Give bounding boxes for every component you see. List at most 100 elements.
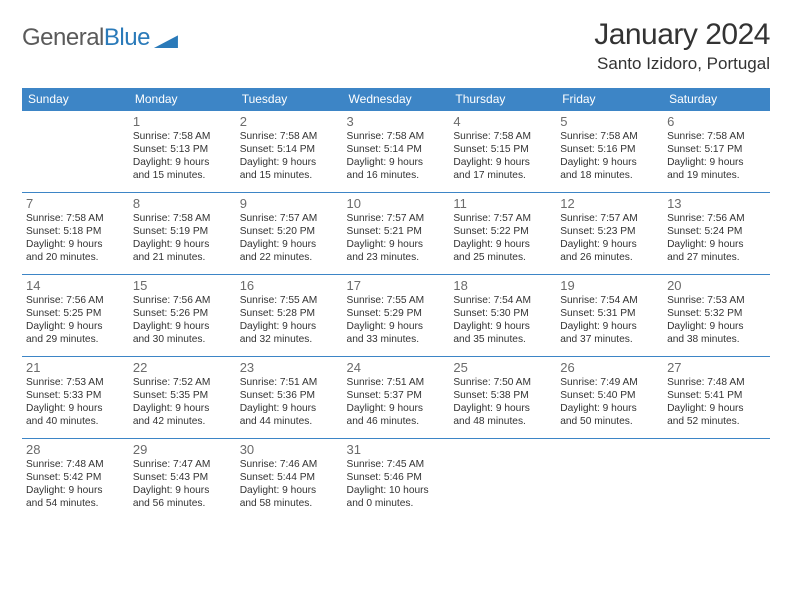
logo: GeneralBlue xyxy=(22,18,178,52)
calendar-day-cell: 9Sunrise: 7:57 AMSunset: 5:20 PMDaylight… xyxy=(236,193,343,275)
calendar-day-cell xyxy=(22,111,129,193)
calendar-day-cell: 17Sunrise: 7:55 AMSunset: 5:29 PMDayligh… xyxy=(343,275,450,357)
day-number: 14 xyxy=(26,278,125,293)
calendar-day-cell: 3Sunrise: 7:58 AMSunset: 5:14 PMDaylight… xyxy=(343,111,450,193)
weekday-header: Sunday xyxy=(22,88,129,111)
day-sun-info: Sunrise: 7:58 AMSunset: 5:17 PMDaylight:… xyxy=(667,130,766,182)
calendar-day-cell: 30Sunrise: 7:46 AMSunset: 5:44 PMDayligh… xyxy=(236,439,343,521)
calendar-week-row: 28Sunrise: 7:48 AMSunset: 5:42 PMDayligh… xyxy=(22,439,770,521)
calendar-day-cell: 25Sunrise: 7:50 AMSunset: 5:38 PMDayligh… xyxy=(449,357,556,439)
calendar-day-cell: 6Sunrise: 7:58 AMSunset: 5:17 PMDaylight… xyxy=(663,111,770,193)
day-sun-info: Sunrise: 7:57 AMSunset: 5:23 PMDaylight:… xyxy=(560,212,659,264)
day-sun-info: Sunrise: 7:54 AMSunset: 5:31 PMDaylight:… xyxy=(560,294,659,346)
calendar-day-cell: 11Sunrise: 7:57 AMSunset: 5:22 PMDayligh… xyxy=(449,193,556,275)
day-sun-info: Sunrise: 7:58 AMSunset: 5:16 PMDaylight:… xyxy=(560,130,659,182)
calendar-day-cell: 16Sunrise: 7:55 AMSunset: 5:28 PMDayligh… xyxy=(236,275,343,357)
calendar-day-cell: 7Sunrise: 7:58 AMSunset: 5:18 PMDaylight… xyxy=(22,193,129,275)
logo-triangle-icon xyxy=(154,30,178,48)
day-sun-info: Sunrise: 7:57 AMSunset: 5:20 PMDaylight:… xyxy=(240,212,339,264)
calendar-header-row: SundayMondayTuesdayWednesdayThursdayFrid… xyxy=(22,88,770,111)
day-number: 10 xyxy=(347,196,446,211)
calendar-day-cell: 29Sunrise: 7:47 AMSunset: 5:43 PMDayligh… xyxy=(129,439,236,521)
day-number: 16 xyxy=(240,278,339,293)
day-number: 2 xyxy=(240,114,339,129)
day-sun-info: Sunrise: 7:56 AMSunset: 5:25 PMDaylight:… xyxy=(26,294,125,346)
day-number: 4 xyxy=(453,114,552,129)
day-sun-info: Sunrise: 7:56 AMSunset: 5:24 PMDaylight:… xyxy=(667,212,766,264)
day-sun-info: Sunrise: 7:46 AMSunset: 5:44 PMDaylight:… xyxy=(240,458,339,510)
calendar-week-row: 7Sunrise: 7:58 AMSunset: 5:18 PMDaylight… xyxy=(22,193,770,275)
weekday-header: Wednesday xyxy=(343,88,450,111)
day-number: 17 xyxy=(347,278,446,293)
calendar-week-row: 1Sunrise: 7:58 AMSunset: 5:13 PMDaylight… xyxy=(22,111,770,193)
calendar-day-cell: 13Sunrise: 7:56 AMSunset: 5:24 PMDayligh… xyxy=(663,193,770,275)
calendar-body: 1Sunrise: 7:58 AMSunset: 5:13 PMDaylight… xyxy=(22,111,770,521)
title-block: January 2024 Santo Izidoro, Portugal xyxy=(594,18,770,74)
day-number: 23 xyxy=(240,360,339,375)
day-sun-info: Sunrise: 7:52 AMSunset: 5:35 PMDaylight:… xyxy=(133,376,232,428)
day-sun-info: Sunrise: 7:48 AMSunset: 5:41 PMDaylight:… xyxy=(667,376,766,428)
day-sun-info: Sunrise: 7:58 AMSunset: 5:18 PMDaylight:… xyxy=(26,212,125,264)
weekday-header: Monday xyxy=(129,88,236,111)
calendar-day-cell: 26Sunrise: 7:49 AMSunset: 5:40 PMDayligh… xyxy=(556,357,663,439)
header-area: GeneralBlue January 2024 Santo Izidoro, … xyxy=(22,18,770,74)
calendar-day-cell: 21Sunrise: 7:53 AMSunset: 5:33 PMDayligh… xyxy=(22,357,129,439)
day-number: 31 xyxy=(347,442,446,457)
weekday-header: Tuesday xyxy=(236,88,343,111)
calendar-week-row: 21Sunrise: 7:53 AMSunset: 5:33 PMDayligh… xyxy=(22,357,770,439)
calendar-day-cell xyxy=(556,439,663,521)
day-sun-info: Sunrise: 7:48 AMSunset: 5:42 PMDaylight:… xyxy=(26,458,125,510)
day-sun-info: Sunrise: 7:55 AMSunset: 5:28 PMDaylight:… xyxy=(240,294,339,346)
day-number: 20 xyxy=(667,278,766,293)
calendar-day-cell: 23Sunrise: 7:51 AMSunset: 5:36 PMDayligh… xyxy=(236,357,343,439)
weekday-header: Friday xyxy=(556,88,663,111)
weekday-header: Saturday xyxy=(663,88,770,111)
calendar-day-cell: 4Sunrise: 7:58 AMSunset: 5:15 PMDaylight… xyxy=(449,111,556,193)
day-sun-info: Sunrise: 7:58 AMSunset: 5:13 PMDaylight:… xyxy=(133,130,232,182)
day-number: 24 xyxy=(347,360,446,375)
calendar-day-cell: 27Sunrise: 7:48 AMSunset: 5:41 PMDayligh… xyxy=(663,357,770,439)
weekday-header: Thursday xyxy=(449,88,556,111)
day-number: 15 xyxy=(133,278,232,293)
day-number: 18 xyxy=(453,278,552,293)
day-number: 21 xyxy=(26,360,125,375)
month-title: January 2024 xyxy=(594,18,770,52)
calendar-day-cell: 10Sunrise: 7:57 AMSunset: 5:21 PMDayligh… xyxy=(343,193,450,275)
day-sun-info: Sunrise: 7:53 AMSunset: 5:33 PMDaylight:… xyxy=(26,376,125,428)
day-number: 12 xyxy=(560,196,659,211)
day-number: 9 xyxy=(240,196,339,211)
logo-word-general: General xyxy=(22,24,104,51)
day-number: 26 xyxy=(560,360,659,375)
calendar-day-cell: 2Sunrise: 7:58 AMSunset: 5:14 PMDaylight… xyxy=(236,111,343,193)
logo-text: GeneralBlue xyxy=(22,24,150,52)
calendar-day-cell: 18Sunrise: 7:54 AMSunset: 5:30 PMDayligh… xyxy=(449,275,556,357)
calendar-day-cell: 1Sunrise: 7:58 AMSunset: 5:13 PMDaylight… xyxy=(129,111,236,193)
day-number: 6 xyxy=(667,114,766,129)
day-sun-info: Sunrise: 7:49 AMSunset: 5:40 PMDaylight:… xyxy=(560,376,659,428)
day-sun-info: Sunrise: 7:55 AMSunset: 5:29 PMDaylight:… xyxy=(347,294,446,346)
calendar-week-row: 14Sunrise: 7:56 AMSunset: 5:25 PMDayligh… xyxy=(22,275,770,357)
calendar-day-cell: 24Sunrise: 7:51 AMSunset: 5:37 PMDayligh… xyxy=(343,357,450,439)
calendar-day-cell: 28Sunrise: 7:48 AMSunset: 5:42 PMDayligh… xyxy=(22,439,129,521)
day-sun-info: Sunrise: 7:58 AMSunset: 5:14 PMDaylight:… xyxy=(240,130,339,182)
calendar-day-cell: 5Sunrise: 7:58 AMSunset: 5:16 PMDaylight… xyxy=(556,111,663,193)
day-number: 28 xyxy=(26,442,125,457)
day-sun-info: Sunrise: 7:57 AMSunset: 5:22 PMDaylight:… xyxy=(453,212,552,264)
day-number: 30 xyxy=(240,442,339,457)
calendar-day-cell: 14Sunrise: 7:56 AMSunset: 5:25 PMDayligh… xyxy=(22,275,129,357)
day-number: 27 xyxy=(667,360,766,375)
day-number: 29 xyxy=(133,442,232,457)
day-sun-info: Sunrise: 7:58 AMSunset: 5:14 PMDaylight:… xyxy=(347,130,446,182)
day-sun-info: Sunrise: 7:56 AMSunset: 5:26 PMDaylight:… xyxy=(133,294,232,346)
calendar-day-cell: 31Sunrise: 7:45 AMSunset: 5:46 PMDayligh… xyxy=(343,439,450,521)
day-sun-info: Sunrise: 7:53 AMSunset: 5:32 PMDaylight:… xyxy=(667,294,766,346)
calendar-day-cell: 20Sunrise: 7:53 AMSunset: 5:32 PMDayligh… xyxy=(663,275,770,357)
day-sun-info: Sunrise: 7:57 AMSunset: 5:21 PMDaylight:… xyxy=(347,212,446,264)
day-number: 7 xyxy=(26,196,125,211)
day-sun-info: Sunrise: 7:58 AMSunset: 5:19 PMDaylight:… xyxy=(133,212,232,264)
calendar-day-cell xyxy=(663,439,770,521)
day-sun-info: Sunrise: 7:51 AMSunset: 5:36 PMDaylight:… xyxy=(240,376,339,428)
day-number: 11 xyxy=(453,196,552,211)
day-number: 1 xyxy=(133,114,232,129)
day-number: 5 xyxy=(560,114,659,129)
